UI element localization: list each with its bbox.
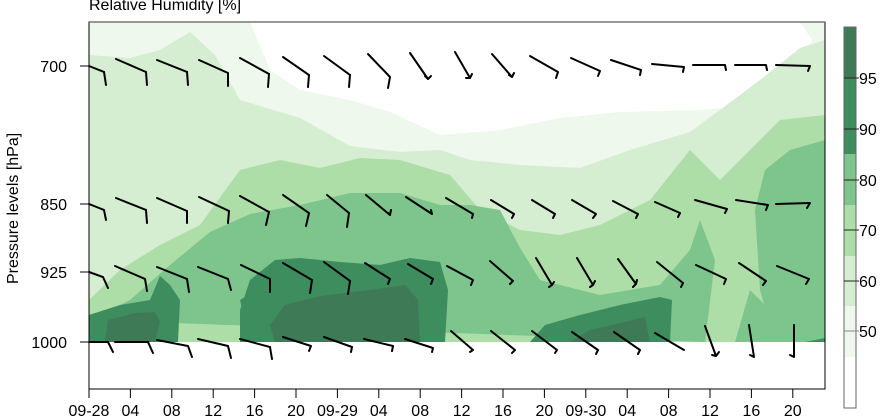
y-tick-label: 925	[40, 265, 67, 282]
x-tick-label: 16	[494, 403, 512, 418]
x-tick-label: 08	[660, 403, 678, 418]
x-tick-label: 12	[701, 403, 719, 418]
colorbar-label: 90	[859, 122, 877, 139]
x-tick-label: 20	[536, 403, 554, 418]
x-tick-label: 09-30	[565, 403, 606, 418]
y-tick-label: 850	[40, 197, 67, 214]
colorbar-label: 80	[859, 173, 877, 190]
x-tick-label: 09-29	[317, 403, 358, 418]
x-tick-label: 20	[784, 403, 802, 418]
colorbar-label: 95	[859, 71, 877, 88]
x-tick-label: 20	[287, 403, 305, 418]
x-tick-label: 08	[163, 403, 181, 418]
x-tick-label: 04	[618, 403, 636, 418]
x-tick-label: 16	[743, 403, 761, 418]
x-tick-label: 04	[122, 403, 140, 418]
x-tick-label: 16	[246, 403, 264, 418]
x-axis: 09-28 04 08 12 16 20 09-29 04 08 12 16 20 09-30 04 08 1…	[69, 389, 802, 418]
x-tick-label: 08	[411, 403, 429, 418]
y-tick-label: 1000	[31, 335, 67, 352]
colorbar-label: 60	[859, 274, 877, 291]
x-tick-label: 12	[204, 403, 222, 418]
colorbar-label: 70	[859, 223, 877, 240]
x-tick-label: 09-28	[69, 403, 110, 418]
x-tick-label: 12	[453, 403, 471, 418]
colorbar: 95 90 80 70 60 50	[843, 26, 877, 409]
y-axis: 700 850 925 1000	[31, 59, 89, 352]
chart-title: Relative Humidity [%]	[89, 0, 242, 14]
colorbar-label: 50	[859, 324, 877, 341]
y-tick-label: 700	[40, 59, 67, 76]
wind-barbs	[88, 51, 811, 360]
x-tick-label: 04	[370, 403, 388, 418]
contour-fill	[89, 22, 825, 342]
